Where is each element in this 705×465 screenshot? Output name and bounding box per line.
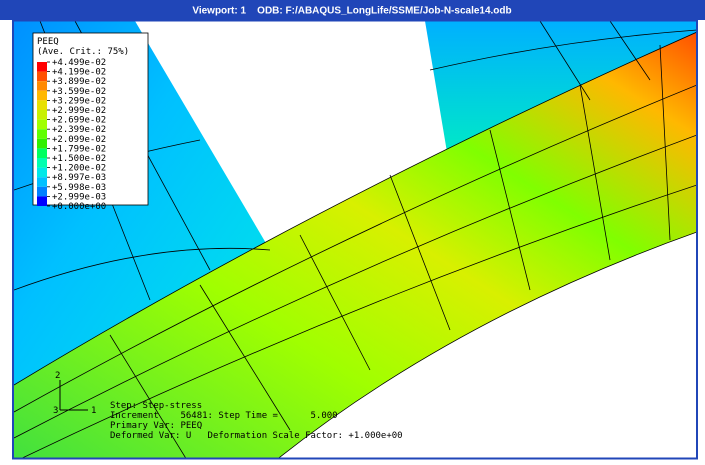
status-line: Deformed Var: U Deformation Scale Factor… (110, 431, 403, 441)
legend-swatch (37, 196, 47, 206)
status-line: Step: Step-stress (110, 401, 202, 411)
triad-label: 3 (53, 406, 58, 416)
triad-label: 1 (91, 406, 96, 416)
legend-label: +1.500e-02 (52, 154, 106, 164)
legend-label: +4.199e-02 (52, 68, 106, 78)
legend-label: +2.099e-02 (52, 135, 106, 145)
legend-label: +2.999e-02 (52, 106, 106, 116)
legend-swatch (37, 100, 47, 110)
legend-label: +8.997e-03 (52, 173, 106, 183)
legend-swatch (37, 139, 47, 149)
viewport: Viewport: 1 ODB: F:/ABAQUS_LongLife/SSME… (0, 0, 705, 465)
legend-swatch (37, 72, 47, 82)
legend-swatch (37, 158, 47, 168)
triad-label: 2 (55, 371, 60, 381)
legend-label: +3.299e-02 (52, 96, 106, 106)
legend-label: +3.899e-02 (52, 77, 106, 87)
legend-swatch (37, 129, 47, 139)
legend-subtitle: (Ave. Crit.: 75%) (37, 47, 129, 57)
legend-label: +0.000e+00 (52, 202, 106, 212)
legend-swatch (37, 62, 47, 72)
legend-label: +3.599e-02 (52, 87, 106, 97)
legend: PEEQ (Ave. Crit.: 75%) +4.499e-02+4.199e… (33, 33, 148, 212)
legend-label: +2.699e-02 (52, 116, 106, 126)
legend-label: +1.799e-02 (52, 144, 106, 154)
legend-label: +2.999e-03 (52, 192, 106, 202)
status-line: Primary Var: PEEQ (110, 421, 202, 431)
legend-label: +1.200e-02 (52, 164, 106, 174)
page: Viewport: 1 ODB: F:/ABAQUS_LongLife/SSME… (0, 0, 705, 465)
legend-label: +2.399e-02 (52, 125, 106, 135)
title-text: Viewport: 1 ODB: F:/ABAQUS_LongLife/SSME… (192, 6, 511, 17)
legend-swatch (37, 187, 47, 197)
legend-swatch (37, 110, 47, 120)
legend-label: +5.998e-03 (52, 183, 106, 193)
legend-title: PEEQ (37, 37, 59, 47)
legend-swatch (37, 120, 47, 130)
legend-swatch (37, 148, 47, 158)
legend-swatch (37, 81, 47, 91)
status-line: Increment 56481: Step Time = 5.000 (110, 411, 338, 421)
legend-swatch (37, 91, 47, 101)
legend-label: +4.499e-02 (52, 58, 106, 68)
legend-swatch (37, 168, 47, 178)
legend-swatch (37, 177, 47, 187)
